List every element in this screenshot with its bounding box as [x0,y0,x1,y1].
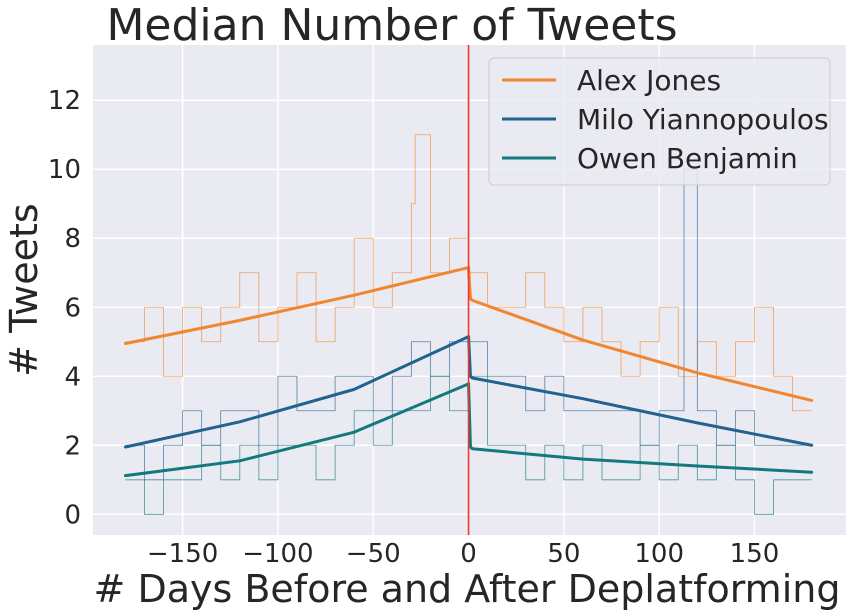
y-tick-label: 0 [64,500,81,530]
x-tick-label: −50 [346,539,401,569]
trend-line-before-milo-yiannopoulos [123,335,471,449]
trend-line-after-owen-benjamin [467,382,814,474]
x-tick-label: −150 [147,539,218,569]
y-axis-label: # Tweets [2,203,46,376]
chart-title: Median Number of Tweets [106,0,677,51]
legend: Alex Jones Milo Yiannopoulos Owen Benjamin [488,57,831,186]
trend-line-before-alex-jones [123,266,471,345]
trend-line-after-milo-yiannopoulos [467,335,814,447]
x-tick-label: 150 [730,539,780,569]
y-tick-label: 12 [48,86,81,116]
legend-label-alex-jones: Alex Jones [577,64,721,97]
x-tick-label: 100 [634,539,684,569]
y-tick-label: 6 [64,293,81,323]
y-tick-label: 10 [48,155,81,185]
x-axis-label: # Days Before and After Deplatforming [94,567,841,611]
y-tick-label: 8 [64,224,81,254]
y-tick-label: 2 [64,431,81,461]
y-tick-labels: 0 2 4 6 8 10 12 [48,86,81,530]
x-tick-label: −100 [242,539,313,569]
legend-items: Alex Jones Milo Yiannopoulos Owen Benjamin [502,64,829,175]
trend-line-before-owen-benjamin [123,382,471,478]
x-tick-labels: −150 −100 −50 0 50 100 150 [147,539,779,569]
x-tick-label: 50 [547,539,580,569]
y-tick-label: 4 [64,362,81,392]
x-tick-label: 0 [460,539,477,569]
legend-label-owen-benjamin: Owen Benjamin [577,142,798,175]
trend-line-after-alex-jones [467,266,814,402]
trend-lines [123,266,814,478]
legend-box [488,57,831,186]
legend-label-milo-yiannopoulos: Milo Yiannopoulos [577,103,829,136]
